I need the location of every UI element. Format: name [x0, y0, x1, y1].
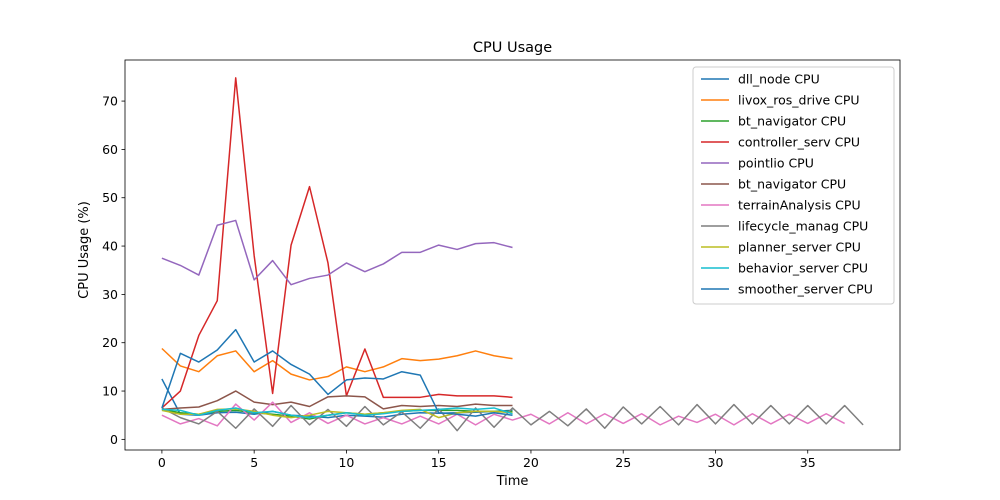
legend: dll_node CPU livox_ros_drive CPU bt_naviga…: [692, 66, 895, 305]
series-line-2: [161, 347, 513, 381]
x-tick-label: 35: [800, 455, 816, 470]
legend-label: bt_navigator CPU: [738, 177, 846, 192]
legend-label: behavior_server CPU: [738, 261, 868, 276]
y-tick-label: 50: [102, 190, 118, 205]
legend-label: dll_node CPU: [738, 72, 820, 87]
legend-label: pointlio CPU: [738, 156, 814, 171]
x-tick-label: 10: [338, 455, 354, 470]
x-tick-label: 30: [708, 455, 724, 470]
y-tick-label: 20: [102, 335, 118, 350]
x-tick-label: 15: [431, 455, 447, 470]
x-tick-label: 5: [250, 455, 258, 470]
series-line-4: [161, 77, 513, 409]
series-line-8: [161, 403, 864, 432]
x-tick-label: 0: [158, 455, 166, 470]
y-tick-label: 30: [102, 287, 118, 302]
y-tick-label: 70: [102, 94, 118, 109]
series-line-11: [161, 328, 513, 417]
chart-title: CPU Usage: [473, 40, 552, 56]
plot-lines: [161, 77, 864, 432]
legend-label: controller_serv CPU: [738, 135, 860, 150]
y-tick-label: 40: [102, 239, 118, 254]
legend-label: smoother_server CPU: [738, 282, 873, 297]
series-line-10: [161, 407, 513, 419]
legend-label: lifecycle_manag CPU: [738, 219, 868, 234]
legend-box: [692, 66, 895, 305]
x-tick-label: 20: [523, 455, 539, 470]
x-axis-label: Time: [496, 474, 529, 489]
y-axis-label: CPU Usage (%): [77, 201, 92, 299]
legend-label: terrainAnalysis CPU: [738, 198, 861, 213]
axes: 0 5 10 15 20 25 30 35 0 10 20 30 40 50 60 70: [102, 59, 901, 470]
x-tick-label: 25: [615, 455, 631, 470]
legend-label: bt_navigator CPU: [738, 114, 846, 129]
plot-frame: [124, 59, 901, 451]
legend-label: planner_server CPU: [738, 240, 861, 255]
series-line-6: [161, 390, 513, 411]
y-tick-label: 0: [110, 432, 118, 447]
y-tick-label: 10: [102, 384, 118, 399]
y-tick-label: 60: [102, 142, 118, 157]
legend-label: livox_ros_drive CPU: [738, 93, 860, 108]
series-line-5: [161, 219, 513, 286]
